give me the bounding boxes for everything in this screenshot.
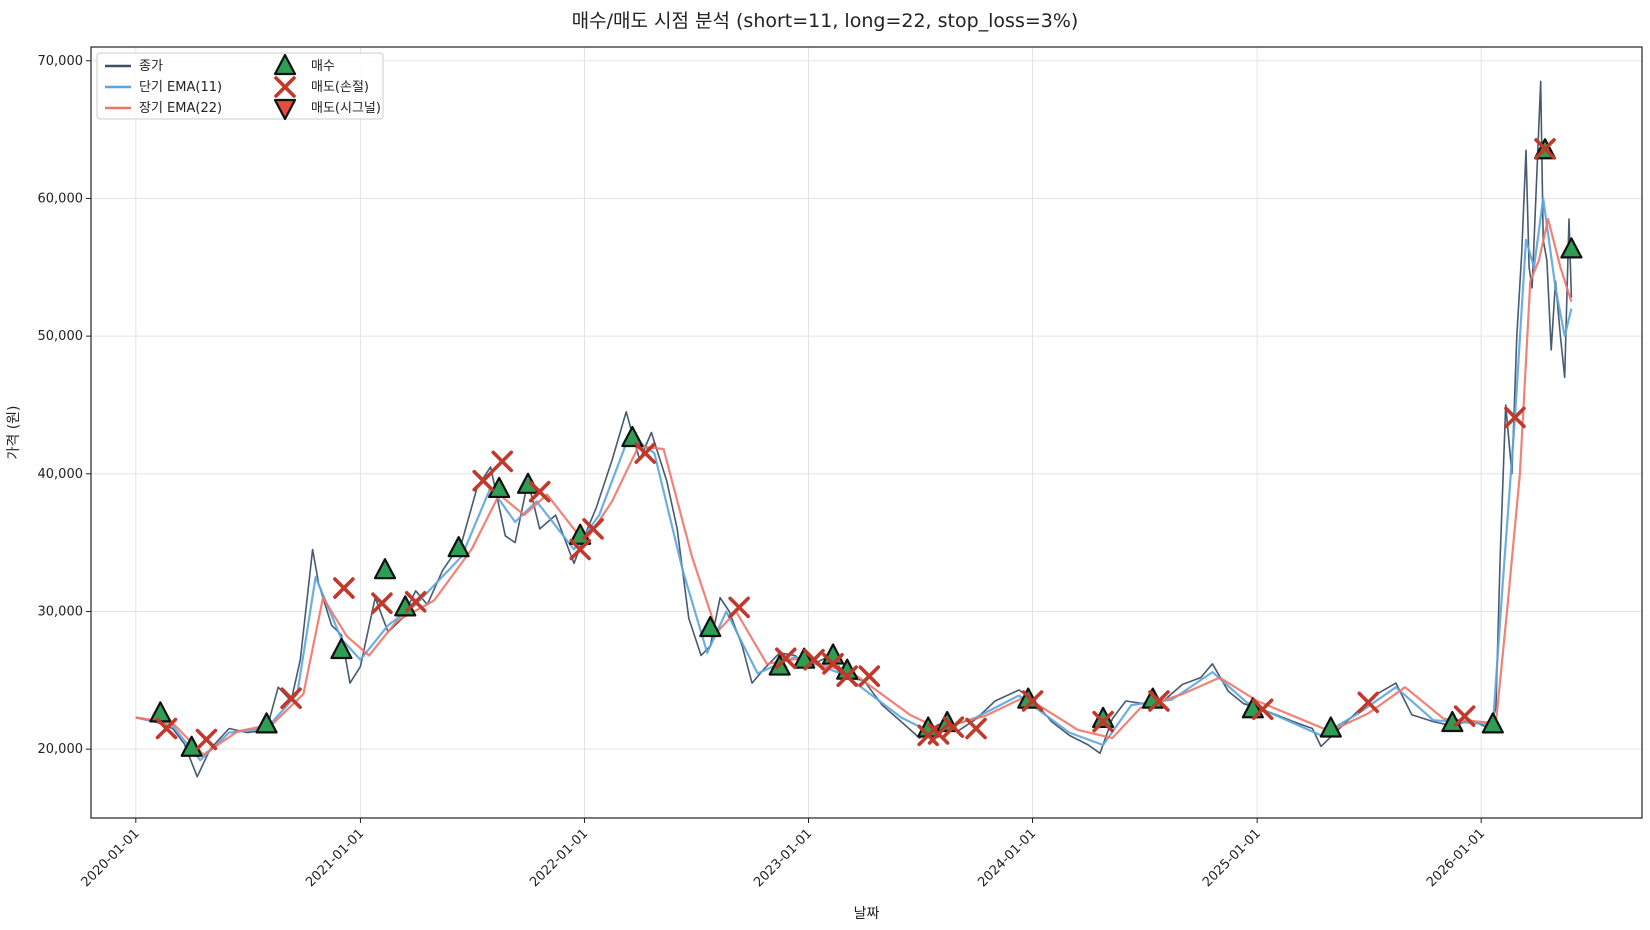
legend-label: 종가	[139, 59, 163, 74]
plot-frame	[90, 46, 1643, 819]
marker-0	[255, 712, 278, 734]
x-tick-label: 2023-01-01	[751, 826, 815, 890]
marker-1	[1021, 690, 1044, 712]
legend-label: 매도(손절)	[311, 80, 369, 95]
marker-1	[774, 647, 797, 670]
x-tick-label: 2022-01-01	[527, 826, 591, 890]
marker-1	[371, 592, 393, 615]
x-tick-label: 2026-01-01	[1424, 826, 1488, 890]
y-tick-label: 40,000	[38, 467, 84, 482]
marker-1	[195, 728, 218, 751]
x-axis-label: 날짜	[854, 906, 880, 922]
x-tick-label: 2020-01-01	[79, 826, 143, 890]
y-tick-label: 50,000	[38, 329, 84, 344]
marker-0	[180, 735, 203, 757]
grid-lines	[91, 47, 1642, 818]
marker-1	[1357, 691, 1380, 714]
x-tick-label: 2021-01-01	[303, 826, 367, 890]
marker-1	[858, 665, 881, 687]
legend-label: 매수	[311, 59, 335, 74]
legend-box	[96, 52, 384, 120]
legend-label: 매도(시그널)	[311, 101, 381, 116]
marker-1	[1504, 406, 1526, 429]
x-tick-label: 2025-01-01	[1200, 826, 1264, 890]
marker-1	[1534, 138, 1556, 160]
marker-0	[621, 425, 644, 448]
marker-0	[1319, 716, 1342, 738]
legend-label: 단기 EMA(11)	[139, 80, 222, 95]
legend-marker	[274, 76, 296, 98]
marker-1	[280, 687, 302, 710]
marker-1	[1148, 690, 1170, 712]
marker-0	[516, 472, 540, 494]
marker-1	[155, 717, 178, 740]
marker-1	[472, 469, 494, 492]
marker-1	[404, 591, 427, 613]
marker-1	[1453, 705, 1476, 727]
marker-1	[1251, 698, 1274, 721]
y-tick-label: 70,000	[38, 54, 84, 69]
marker-1	[528, 480, 551, 503]
x-axis: 2020-01-01 2021-01-01 2022-01-01 2023-01-01…	[79, 818, 1488, 890]
marker-1	[333, 577, 355, 599]
x-tick-label: 2024-01-01	[975, 826, 1039, 890]
chart-title: 매수/매도 시점 분석 (short=11, long=22, stop_los…	[571, 10, 1079, 32]
y-tick-label: 30,000	[38, 604, 84, 619]
y-axis: 20,000 30,000 40,000 50,000 60,000 70,000	[38, 54, 91, 757]
marker-0	[149, 701, 172, 723]
marker-1	[1092, 710, 1114, 733]
marker-0	[1560, 237, 1583, 259]
marker-1	[569, 538, 591, 561]
y-axis-label: 가격 (원)	[6, 405, 22, 459]
marker-1	[836, 665, 858, 687]
marker-0	[821, 643, 845, 665]
marker-0	[1481, 712, 1504, 734]
marker-0	[373, 558, 397, 580]
marker-1	[803, 648, 825, 671]
marker-1	[491, 450, 514, 473]
marker-1	[634, 442, 657, 464]
y-tick-label: 20,000	[38, 742, 84, 757]
marker-layer	[149, 138, 1583, 757]
marker-0	[330, 637, 353, 660]
y-tick-label: 60,000	[38, 191, 84, 206]
marker-1	[728, 596, 750, 619]
marker-1	[942, 716, 965, 738]
legend-marker	[273, 98, 297, 121]
legend-marker	[273, 53, 297, 76]
marker-0	[447, 536, 470, 558]
marker-1	[965, 717, 987, 740]
marker-0	[699, 615, 722, 638]
marker-0	[488, 476, 511, 499]
legend-label: 장기 EMA(22)	[139, 101, 222, 116]
marker-1	[927, 723, 950, 745]
marker-1	[582, 518, 604, 540]
